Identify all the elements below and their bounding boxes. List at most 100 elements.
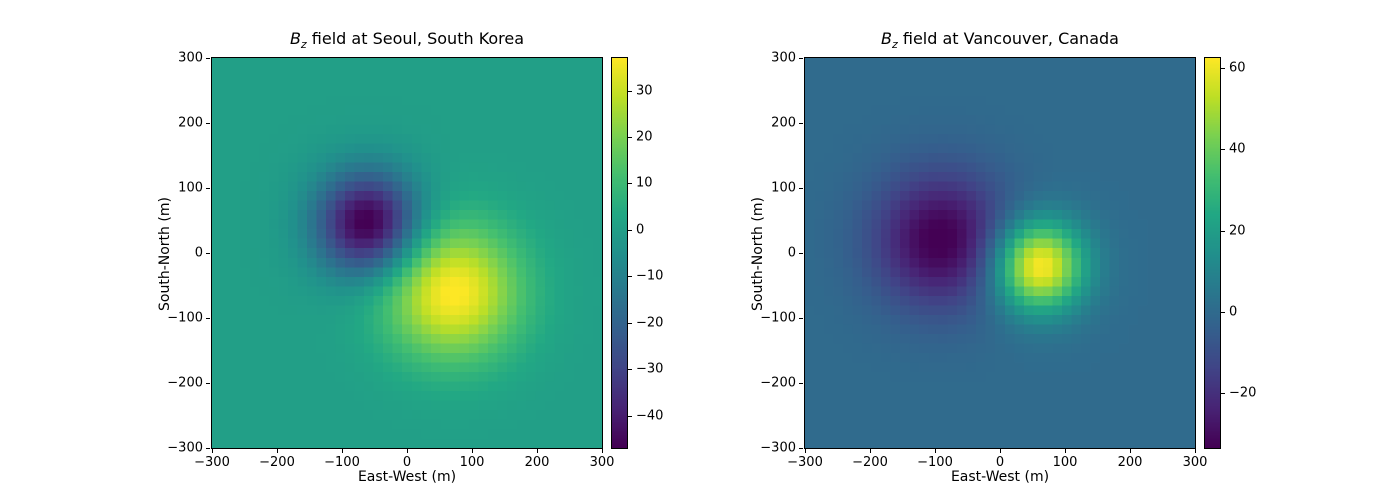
colorbar: 30 20 10 0 −10 −20 −30 −40 <box>611 57 663 449</box>
x-tick-mark <box>805 449 806 453</box>
y-tick-mark <box>799 58 803 59</box>
y-tick-mark <box>206 58 210 59</box>
y-tick-mark <box>206 318 210 319</box>
colorbar-tick-label: −10 <box>636 268 664 284</box>
colorbar-tick-mark <box>1221 311 1225 313</box>
x-tick-mark <box>870 449 871 453</box>
y-tick-mark <box>799 123 803 124</box>
colorbar-tick-mark <box>628 136 632 138</box>
colorbar-canvas <box>612 58 627 448</box>
x-tick-mark <box>602 449 603 453</box>
colorbar-tick-label: 10 <box>636 175 653 191</box>
x-tick-mark <box>212 449 213 453</box>
colorbar-tick-label: 0 <box>636 222 645 238</box>
y-tick-mark <box>799 448 803 449</box>
y-tick-mark <box>799 253 803 254</box>
heatmap-area: −300 −200 −100 0 100 200 300 300 200 100 0 −100 −20… <box>167 52 614 470</box>
y-tick-mark <box>799 383 803 384</box>
x-tick-mark <box>935 449 936 453</box>
y-tick-label: −100 <box>167 310 203 326</box>
x-tick-label: 0 <box>995 455 1005 470</box>
colorbar-tick-label: 20 <box>636 129 653 145</box>
colorbar-tick-label: −40 <box>636 408 664 423</box>
x-tick-label: 200 <box>524 455 550 470</box>
colorbar-tick-mark <box>628 415 632 417</box>
colorbar-tick-mark <box>628 369 632 371</box>
x-tick-label: 300 <box>1182 455 1208 470</box>
x-tick-mark <box>277 449 278 453</box>
y-tick-mark <box>206 448 210 449</box>
x-tick-label: −100 <box>324 455 360 470</box>
title-math-sub: z <box>300 38 307 52</box>
y-axis-label: South-North (m) <box>157 197 173 311</box>
title-text: field at Seoul, South Korea <box>306 29 525 48</box>
colorbar-tick-label: 40 <box>1229 141 1246 157</box>
colorbar-tick-label: −30 <box>636 361 664 377</box>
y-tick-mark <box>206 123 210 124</box>
colorbar-tick-mark <box>1221 230 1225 232</box>
y-tick-label: −200 <box>760 375 796 391</box>
x-tick-mark <box>342 449 343 453</box>
x-tick-mark <box>1130 449 1131 453</box>
x-tick-label: −100 <box>917 455 953 470</box>
colorbar-ticks: 30 20 10 0 −10 −20 −30 −40 <box>612 58 663 448</box>
x-tick-label: 100 <box>1052 455 1078 470</box>
y-tick-mark <box>799 188 803 189</box>
colorbar-tick-mark <box>628 229 632 231</box>
y-tick-label: 100 <box>178 180 203 196</box>
title-math-var: B <box>289 29 301 48</box>
x-tick-mark <box>1000 449 1001 453</box>
y-tick-mark <box>206 383 210 384</box>
x-tick-label: −200 <box>259 455 295 470</box>
colorbar-tick-label: −20 <box>636 315 664 331</box>
heatmap-canvas <box>212 58 602 448</box>
y-axis-label: South-North (m) <box>750 197 766 311</box>
y-tick-label: −100 <box>760 310 796 326</box>
colorbar-tick-mark <box>1221 68 1225 70</box>
x-tick-label: 300 <box>589 455 615 470</box>
x-tick-label: 0 <box>402 455 412 470</box>
colorbar-tick-mark <box>1221 149 1225 151</box>
colorbar-canvas <box>1205 58 1220 448</box>
colorbar-tick-mark <box>628 183 632 185</box>
x-tick-label: −300 <box>787 455 823 470</box>
x-tick-label: −200 <box>852 455 888 470</box>
y-tick-mark <box>206 253 210 254</box>
x-axis-label: East-West (m) <box>950 469 1050 485</box>
y-tick-label: 100 <box>771 180 796 196</box>
y-tick-label: 0 <box>194 245 203 261</box>
x-axis-label: East-West (m) <box>357 469 457 485</box>
colorbar-tick-mark <box>628 90 632 92</box>
y-tick-label: −200 <box>167 375 203 391</box>
colorbar-tick-label: 0 <box>1229 304 1238 320</box>
y-tick-label: 300 <box>771 50 796 66</box>
y-tick-label: 200 <box>771 115 796 131</box>
title-math-var: B <box>881 29 892 48</box>
y-tick-label: 200 <box>178 115 203 131</box>
heatmap-area: −300 −200 −100 0 100 200 300 300 200 100 0 −100 −20… <box>760 52 1207 470</box>
y-tick-label: 300 <box>178 50 203 66</box>
heatmap-canvas <box>805 58 1195 448</box>
x-tick-label: 100 <box>459 455 485 470</box>
title-math-sub: z <box>892 38 898 52</box>
colorbar-ticks: 60 40 20 0 −20 <box>1205 58 1256 448</box>
x-tick-label: 200 <box>1117 455 1143 470</box>
colorbar: 60 40 20 0 −20 <box>1204 57 1256 449</box>
colorbar-tick-label: 60 <box>1229 60 1246 76</box>
plot-title: Bz field at Vancouver, Canada <box>804 29 1196 55</box>
colorbar-tick-label: −20 <box>1229 385 1257 401</box>
y-tick-label: −300 <box>760 440 796 456</box>
colorbar-tick-label: 30 <box>636 83 653 98</box>
x-tick-mark <box>472 449 473 453</box>
x-tick-mark <box>1065 449 1066 453</box>
x-tick-mark <box>1195 449 1196 453</box>
colorbar-tick-mark <box>1221 393 1225 395</box>
title-text: field at Vancouver, Canada <box>897 29 1119 48</box>
colorbar-tick-label: 20 <box>1229 223 1246 239</box>
colorbar-tick-mark <box>628 322 632 324</box>
y-tick-mark <box>799 318 803 319</box>
colorbar-tick-mark <box>628 276 632 278</box>
x-tick-label: −300 <box>194 455 230 470</box>
